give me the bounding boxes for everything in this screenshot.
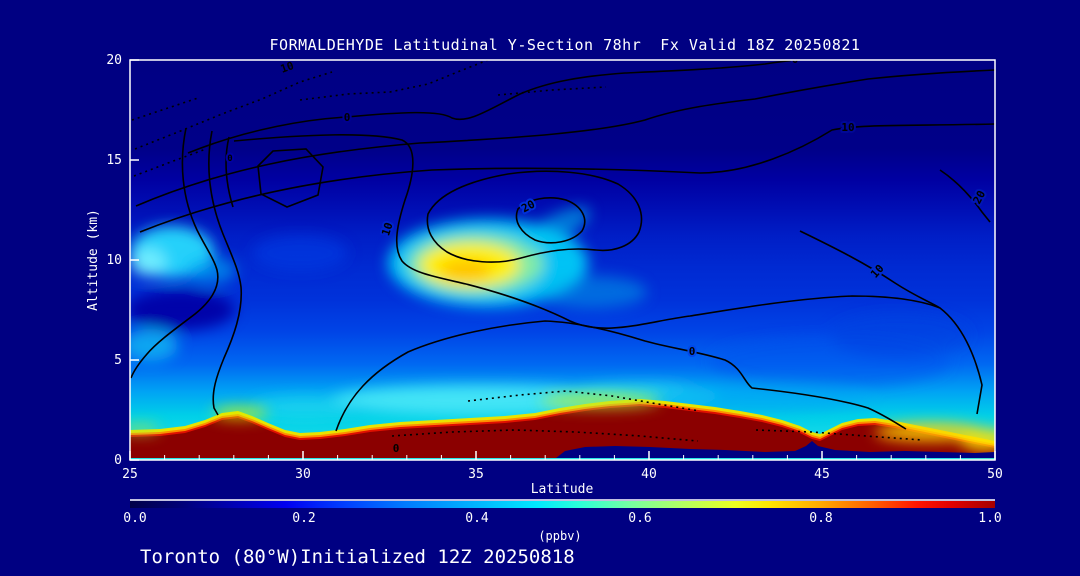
- colorbar-ticks: 0.0 0.2 0.4 0.6 0.8 1.0: [123, 511, 1001, 526]
- y-axis-ticks: 20 15 10 5 0: [106, 53, 122, 468]
- filled-contour-field: 10 0 0 0 10 10 20 20 10 0 0: [130, 53, 995, 460]
- colorbar-tick-label: 1.0: [978, 511, 1001, 526]
- chart-title: FORMALDEHYDE Latitudinal Y-Section 78hr …: [270, 36, 861, 54]
- colorbar-tick-label: 0.8: [809, 511, 832, 526]
- terrain-strip: [556, 441, 995, 458]
- caption: Toronto (80°W)Initialized 12Z 20250818: [140, 546, 575, 568]
- contour-lines: [130, 60, 995, 442]
- contour-label: 10: [841, 121, 854, 134]
- colorbar-tick-label: 0.0: [123, 511, 146, 526]
- contour-label: 0: [344, 111, 351, 124]
- y-axis-label: Altitude (km): [86, 209, 101, 311]
- x-tick-label: 25: [122, 467, 138, 482]
- y-tick-label: 0: [114, 453, 122, 468]
- y-tick-label: 5: [114, 353, 122, 368]
- contour-label: 0: [689, 345, 696, 358]
- colorbar-gradient: [130, 501, 995, 508]
- y-tick-label: 20: [106, 53, 122, 68]
- plot-frame: [129, 59, 996, 461]
- colorbar-tick-label: 0.2: [292, 511, 315, 526]
- x-tick-label: 45: [814, 467, 830, 482]
- x-axis-ticks: 25 30 35 40 45 50: [122, 467, 1003, 482]
- surface-layer: [130, 394, 995, 458]
- colorbar-units-label: (ppbv): [538, 529, 581, 543]
- contour-label: 10: [379, 221, 395, 238]
- x-tick-label: 35: [468, 467, 484, 482]
- y-tick-label: 15: [106, 153, 122, 168]
- contour-label: 0: [393, 442, 400, 455]
- x-tick-label: 40: [641, 467, 657, 482]
- y-tick-label: 10: [106, 253, 122, 268]
- colorbar-tick-label: 0.6: [628, 511, 651, 526]
- contour-label: 0: [227, 154, 232, 164]
- x-tick-label: 30: [295, 467, 311, 482]
- contour-label: 0: [792, 53, 799, 66]
- colorbar-tick-label: 0.4: [465, 511, 489, 526]
- colorbar: 0.0 0.2 0.4 0.6 0.8 1.0 (ppbv): [123, 499, 1002, 543]
- x-axis-label: Latitude: [531, 482, 594, 497]
- x-tick-label: 50: [987, 467, 1003, 482]
